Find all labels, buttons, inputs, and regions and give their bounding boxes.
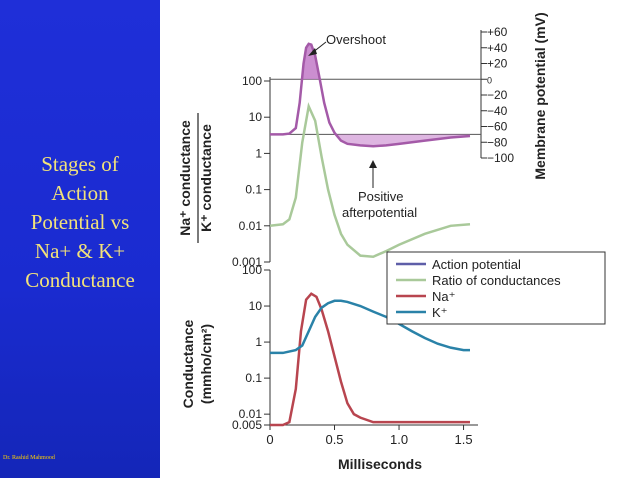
legend-label: Action potential: [432, 257, 521, 272]
bottom-y-tick-label: 0.005: [232, 418, 262, 432]
right-y-tick-label: −80: [487, 135, 508, 149]
right-y-tick-label: −100: [487, 151, 514, 165]
afterpotential-arrowhead: [369, 160, 377, 168]
bottom-y-tick-label: 10: [249, 299, 263, 313]
right-y-tick-label: +20: [487, 57, 508, 71]
bottom-y-tick-label: 1: [255, 335, 262, 349]
afterpotential-area: [334, 134, 470, 147]
top-y-tick-label: 1: [255, 146, 262, 160]
title-line: Potential vs: [30, 210, 130, 234]
bottom-y-label-1: Conductance: [180, 319, 196, 408]
author-credit: Dr. Rashid Mahmood: [3, 455, 55, 461]
legend-label: Ratio of conductances: [432, 273, 561, 288]
right-y-tick-label: −40: [487, 104, 508, 118]
bottom-y-tick-label: 0.01: [239, 407, 263, 421]
title-line: Action: [51, 181, 109, 205]
right-y-tick-label: −20: [487, 88, 508, 102]
x-tick-label: 0: [266, 432, 273, 447]
series-ratio-of-conductances: [269, 102, 471, 258]
top-y-tick-label: 10: [249, 110, 263, 124]
right-y-tick-label: 0: [487, 75, 492, 85]
right-y-tick-label: +40: [487, 41, 508, 55]
series-action-potential: [270, 42, 471, 148]
top-y-tick-label: 100: [242, 74, 262, 88]
x-tick-label: 1.0: [390, 432, 408, 447]
top-panel: Na⁺ conductance K⁺ conductance Membrane …: [177, 12, 548, 269]
title-line: Stages of: [41, 152, 119, 176]
top-y-tick-label: 0.01: [239, 219, 263, 233]
x-tick-label: 0.5: [325, 432, 343, 447]
overshoot-arrowhead: [308, 48, 317, 56]
x-axis-label: Milliseconds: [338, 456, 422, 472]
title-line: Na+ & K+: [34, 239, 126, 263]
right-y-label: Membrane potential (mV): [532, 12, 548, 179]
bottom-y-label-2: (mmho/cm²): [198, 324, 214, 404]
bottom-y-tick-label: 100: [242, 263, 262, 277]
top-y-label-2: K⁺ conductance: [198, 124, 214, 232]
top-y-label-1: Na⁺ conductance: [177, 120, 193, 236]
afterpotential-label-1: Positive: [358, 189, 404, 204]
title-line: Conductance: [25, 268, 135, 292]
right-y-tick-label: +60: [487, 25, 508, 39]
top-y-tick-label: 0.1: [245, 183, 262, 197]
legend-label: K⁺: [432, 305, 448, 320]
afterpotential-label-2: afterpotential: [342, 205, 417, 220]
series-k: [270, 299, 470, 355]
bottom-y-tick-label: 0.1: [245, 371, 262, 385]
left-panel: [0, 0, 160, 478]
right-y-tick-label: −60: [487, 120, 508, 134]
legend-label: Na⁺: [432, 289, 455, 304]
overshoot-label: Overshoot: [326, 32, 386, 47]
top-y-tick-label: 0.001: [232, 255, 262, 269]
series-na: [270, 292, 470, 427]
bottom-panel: Conductance (mmho/cm²) Milliseconds 0.00…: [180, 263, 478, 472]
x-tick-label: 1.5: [455, 432, 473, 447]
overshoot-area: [302, 43, 320, 80]
slide-title: Stages of Action Potential vs Na+ & K+ C…: [0, 150, 160, 295]
